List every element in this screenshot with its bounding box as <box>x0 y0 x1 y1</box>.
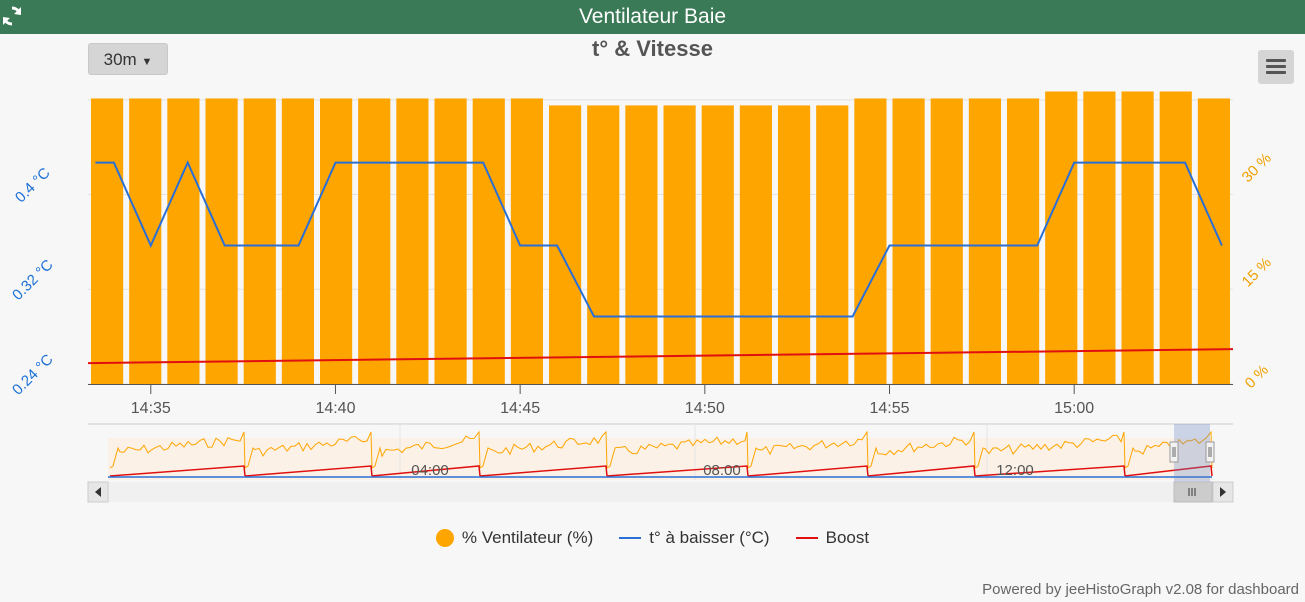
widget-title: Ventilateur Baie <box>578 5 727 28</box>
range-selector-button[interactable]: 30m ▼ <box>88 43 168 75</box>
fan-speed-bar <box>396 98 429 385</box>
y-right-tick-label: 0 % <box>1242 362 1272 392</box>
fan-speed-bar <box>854 98 887 385</box>
chart-menu-button[interactable] <box>1258 50 1294 84</box>
scrollbar-track <box>88 482 1233 502</box>
range-label: 30m <box>103 50 137 69</box>
navigator-handle[interactable] <box>1205 441 1215 463</box>
y-right-tick-label: 30 % <box>1239 150 1275 186</box>
fan-speed-bar <box>320 98 353 385</box>
fan-speed-bar <box>587 105 620 384</box>
fan-speed-bar <box>243 98 276 385</box>
legend-line-icon <box>795 537 818 539</box>
fan-speed-bar <box>91 98 124 385</box>
scroll-right-arrow-icon <box>1220 487 1226 497</box>
legend-label: Boost <box>825 528 870 547</box>
fan-speed-bar <box>1159 91 1192 384</box>
y-left-tick-label: 0.4 °C <box>12 164 54 206</box>
fan-speed-bar <box>167 98 200 385</box>
x-tick-label: 14:35 <box>131 400 171 417</box>
legend-item-ventilateur[interactable]: % Ventilateur (%) <box>435 528 594 548</box>
fan-speed-bar <box>1007 98 1040 385</box>
legend-item-boost[interactable]: Boost <box>795 528 870 548</box>
fan-speed-bar <box>739 105 772 384</box>
fan-speed-bar <box>434 98 467 385</box>
x-tick-label: 15:00 <box>1054 400 1094 417</box>
y-right-tick-label: 15 % <box>1239 254 1275 290</box>
navigator-tick-label: 08:00 <box>703 462 741 479</box>
fan-speed-bar <box>358 98 391 385</box>
x-tick-label: 14:40 <box>315 400 355 417</box>
x-tick-label: 14:55 <box>869 400 909 417</box>
fan-speed-bar <box>205 98 238 385</box>
fan-speed-bar <box>701 105 734 384</box>
navigator-handle[interactable] <box>1169 441 1179 463</box>
scroll-left-arrow-icon <box>95 487 101 497</box>
x-tick-label: 14:45 <box>500 400 540 417</box>
y-left-tick-label: 0.32 °C <box>9 256 57 304</box>
y-left-tick-label: 0.24 °C <box>9 351 57 399</box>
navigator-boost-line <box>109 465 1213 477</box>
navigator-fan-line <box>109 430 1213 469</box>
fan-speed-bar <box>968 98 1001 385</box>
navigator-tick-label: 12:00 <box>996 462 1034 479</box>
fan-speed-bar <box>281 98 314 385</box>
fan-speed-bar <box>1121 91 1154 384</box>
chart-legend: % Ventilateur (%) t° à baisser (°C) Boos… <box>0 526 1305 550</box>
legend-dot-icon <box>435 529 454 547</box>
fan-speed-bar <box>930 98 963 385</box>
widget-header: Ventilateur Baie <box>0 0 1305 34</box>
fan-speed-bar <box>1045 91 1078 384</box>
fan-speed-bar <box>510 98 543 385</box>
refresh-icon[interactable] <box>0 4 24 28</box>
caret-down-icon: ▼ <box>141 56 153 68</box>
fan-speed-bar <box>816 105 849 384</box>
fan-speed-bar <box>129 98 162 385</box>
legend-label: t° à baisser (°C) <box>649 528 770 547</box>
navigator-tick-label: 04:00 <box>411 462 449 479</box>
legend-item-temperature[interactable]: t° à baisser (°C) <box>619 528 770 548</box>
fan-speed-bar <box>1083 91 1116 384</box>
navigator-selection <box>1174 424 1210 482</box>
hamburger-icon <box>1266 59 1286 62</box>
fan-speed-bar <box>778 105 811 384</box>
scrollbar-thumb[interactable] <box>1173 481 1213 503</box>
fan-speed-bar <box>892 98 925 385</box>
boost-line <box>87 348 1234 365</box>
x-tick-label: 14:50 <box>685 400 725 417</box>
fan-speed-bar <box>625 105 658 384</box>
legend-line-icon <box>619 537 642 539</box>
credits-footer: Powered by jeeHistoGraph v2.08 for dashb… <box>982 581 1299 598</box>
legend-label: % Ventilateur (%) <box>461 528 594 547</box>
fan-speed-bar <box>663 105 696 384</box>
temperature-line <box>95 160 1223 318</box>
chart-title: t° & Vitesse <box>592 36 713 61</box>
fan-speed-bar <box>1197 98 1230 385</box>
fan-speed-bar <box>472 98 505 385</box>
